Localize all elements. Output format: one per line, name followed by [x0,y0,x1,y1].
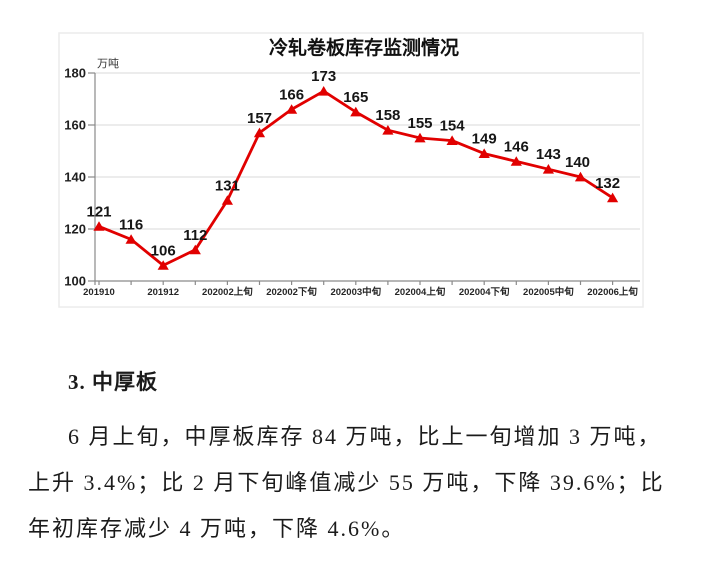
data-label: 157 [247,110,272,127]
data-point-marker [125,234,137,244]
data-label: 140 [565,154,590,171]
inventory-chart-figure: 100 120 140 160 180 201910 201912 202002上旬 20200… [58,32,644,308]
chart-svg: 100 120 140 160 180 201910 201912 202002上旬 20200… [58,32,644,308]
data-label: 112 [183,227,207,244]
data-label: 173 [311,68,336,85]
paragraph-line: 年初库存减少 4 万吨，下降 4.6%。 [28,516,406,541]
data-label: 146 [504,138,529,155]
y-axis-unit-label: 万吨 [97,57,119,70]
data-point-marker [607,192,619,203]
data-point-marker [157,260,169,270]
data-label: 149 [472,131,497,148]
data-label: 158 [375,107,400,124]
x-tick-label: 202004上旬 [395,286,446,298]
data-point-marker [221,195,233,205]
data-point-marker [510,156,522,166]
data-label: 143 [536,146,561,163]
x-tick-label: 202002上旬 [202,286,253,298]
paragraph-line: 6 月上旬，中厚板库存 84 万吨，比上一旬增加 3 万吨， [68,424,662,449]
x-tick-label: 201912 [147,287,179,298]
data-point-marker [93,221,105,231]
data-point-marker [318,86,330,96]
data-label: 106 [151,242,176,259]
x-tick-label: 202005中旬 [523,286,574,298]
data-point-marker [574,171,587,182]
data-point-marker [382,125,394,135]
data-point-marker [253,127,266,138]
y-tick-label: 140 [64,170,86,185]
data-label: 165 [343,89,368,106]
y-tick-label: 180 [64,66,86,81]
data-label: 116 [119,216,143,233]
data-point-marker [414,132,426,143]
x-tick-label: 201910 [83,287,115,298]
data-point-marker [542,164,554,174]
data-label: 154 [440,118,466,135]
data-point-marker [446,135,458,145]
data-point-marker [286,104,298,114]
y-tick-label: 120 [64,222,86,237]
x-tick-label: 202003中旬 [330,286,381,298]
x-tick-label: 202002下旬 [266,286,317,298]
y-tick-label: 160 [64,118,86,133]
chart-title: 冷轧卷板库存监测情况 [269,36,459,59]
section-heading: 3. 中厚板 [68,370,158,394]
y-tick-label: 100 [64,274,86,289]
data-point-marker [478,148,490,158]
x-tick-label: 202004下旬 [459,286,510,298]
data-point-marker [350,106,362,117]
data-label: 155 [407,115,432,132]
data-label: 166 [279,86,304,103]
paragraph-line: 上升 3.4%；比 2 月下旬峰值减少 55 万吨，下降 39.6%；比 [28,470,665,495]
data-label: 132 [595,175,620,192]
data-point-marker [189,244,201,255]
data-label: 131 [215,177,240,194]
x-tick-label: 202006上旬 [587,286,638,298]
data-label: 121 [86,203,111,220]
